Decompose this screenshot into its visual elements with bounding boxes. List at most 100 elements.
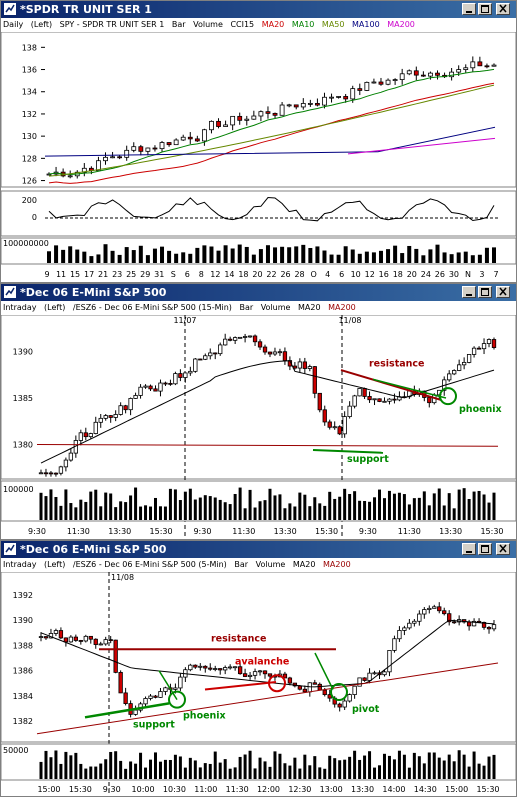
volume-bar xyxy=(218,762,222,779)
volume-bar xyxy=(248,750,252,779)
volume-bar xyxy=(253,507,257,520)
price-bar xyxy=(213,668,218,670)
minimize-button[interactable] xyxy=(462,286,476,298)
price-bar xyxy=(377,398,382,402)
price-bar xyxy=(48,472,54,475)
resistance-trendline xyxy=(340,369,442,401)
volume-bar xyxy=(432,752,436,779)
volume-bar xyxy=(353,491,357,520)
price-bar xyxy=(117,156,123,159)
window-title: *Dec 06 E-Mini S&P 500 xyxy=(20,286,167,299)
price-bar xyxy=(463,67,469,70)
price-bar xyxy=(378,81,384,85)
volume-bar xyxy=(358,759,362,779)
volume-bar xyxy=(273,751,277,779)
price-bar xyxy=(272,351,278,355)
close-button[interactable] xyxy=(496,3,510,15)
window-titlebar[interactable]: *Dec 06 E-Mini S&P 500 xyxy=(1,284,516,301)
volume-bar xyxy=(213,751,217,779)
price-bar xyxy=(357,677,362,687)
price-bar xyxy=(93,421,98,434)
volume-bar xyxy=(94,766,98,779)
price-bar xyxy=(103,156,108,162)
intraday-5min-chart[interactable]: 1392 1390 1388 1386 1384 1382 11/08 resistance a… xyxy=(1,572,516,796)
price-bar xyxy=(257,670,263,673)
price-bar xyxy=(357,88,363,91)
close-button[interactable] xyxy=(496,286,510,298)
volume-bar xyxy=(348,756,352,779)
price-bar xyxy=(118,671,123,694)
volume-bar xyxy=(457,750,461,779)
price-bar xyxy=(392,79,398,81)
x-tick-label: 18 xyxy=(393,270,403,279)
volume-bar xyxy=(273,495,277,520)
price-bar xyxy=(362,388,367,397)
volume-bar xyxy=(467,499,471,520)
type-label: Bar xyxy=(171,20,186,29)
price-bar xyxy=(322,96,327,106)
price-bar xyxy=(232,337,238,341)
price-bar xyxy=(53,472,59,475)
window-titlebar[interactable]: *Dec 06 E-Mini S&P 500 xyxy=(1,541,516,558)
volume-bar xyxy=(397,492,401,520)
price-bar xyxy=(352,685,357,695)
chart-window-icon xyxy=(4,3,16,15)
volume-bar xyxy=(392,759,396,779)
price-bar xyxy=(237,666,243,675)
volume-bar xyxy=(477,490,481,520)
ma20-label: MA20 xyxy=(298,303,321,312)
price-bar xyxy=(282,673,288,679)
ma100-label: MA100 xyxy=(352,20,380,29)
volume-bar xyxy=(435,244,440,263)
volume-bar xyxy=(167,250,172,263)
volume-bar xyxy=(198,497,202,520)
x-tick-label: 26 xyxy=(280,270,290,279)
price-bar xyxy=(163,382,168,385)
volume-bar xyxy=(467,766,471,779)
volume-bar xyxy=(427,752,431,779)
price-bar xyxy=(153,388,158,392)
ma200-label: MA200 xyxy=(328,303,356,312)
maximize-button[interactable] xyxy=(478,286,492,298)
price-bar xyxy=(437,606,442,612)
y-tick-label: 1382 xyxy=(13,717,33,726)
price-bar xyxy=(53,630,59,634)
minimize-button[interactable] xyxy=(462,543,476,555)
x-tick-label: 13:30 xyxy=(274,527,297,536)
x-tick-label: 15:30 xyxy=(315,527,338,536)
volume-bar xyxy=(265,245,270,263)
cci-tick-label: 0 xyxy=(32,213,37,222)
price-bar xyxy=(145,147,151,152)
volume-bar xyxy=(114,507,118,520)
cci-label: CCI15 xyxy=(230,20,255,29)
price-bar xyxy=(364,81,370,91)
price-bar xyxy=(143,385,148,388)
volume-bar xyxy=(357,253,362,263)
volume-bar xyxy=(288,765,292,779)
price-bar xyxy=(244,118,250,121)
avalanche-trendline xyxy=(204,681,277,691)
ma100-line xyxy=(44,126,496,157)
session-date-label: 11/08 xyxy=(338,316,361,325)
volume-label: Volume xyxy=(260,303,291,312)
price-bar xyxy=(194,138,200,142)
price-bar xyxy=(343,96,349,100)
window-titlebar[interactable]: *SPDR TR UNIT SER 1 xyxy=(1,1,516,18)
maximize-button[interactable] xyxy=(478,543,492,555)
minimize-button[interactable] xyxy=(462,3,476,15)
x-tick-label: 12 xyxy=(365,270,375,279)
price-bar xyxy=(83,635,88,642)
close-button[interactable] xyxy=(496,543,510,555)
price-bar xyxy=(193,664,198,668)
intraday-15min-chart[interactable]: 1390 1385 1380 11/07 11/08 resistance phoenix s… xyxy=(1,315,516,539)
volume-bar xyxy=(452,761,456,779)
intraday-15min-window: *Dec 06 E-Mini S&P 500 Intraday (Left) /… xyxy=(0,283,517,540)
volume-bar xyxy=(163,506,167,520)
price-bar xyxy=(387,650,392,673)
maximize-button[interactable] xyxy=(478,3,492,15)
volume-bar xyxy=(153,752,157,779)
price-bar xyxy=(148,695,153,699)
volume-bar xyxy=(209,246,214,263)
price-bar xyxy=(457,364,462,371)
